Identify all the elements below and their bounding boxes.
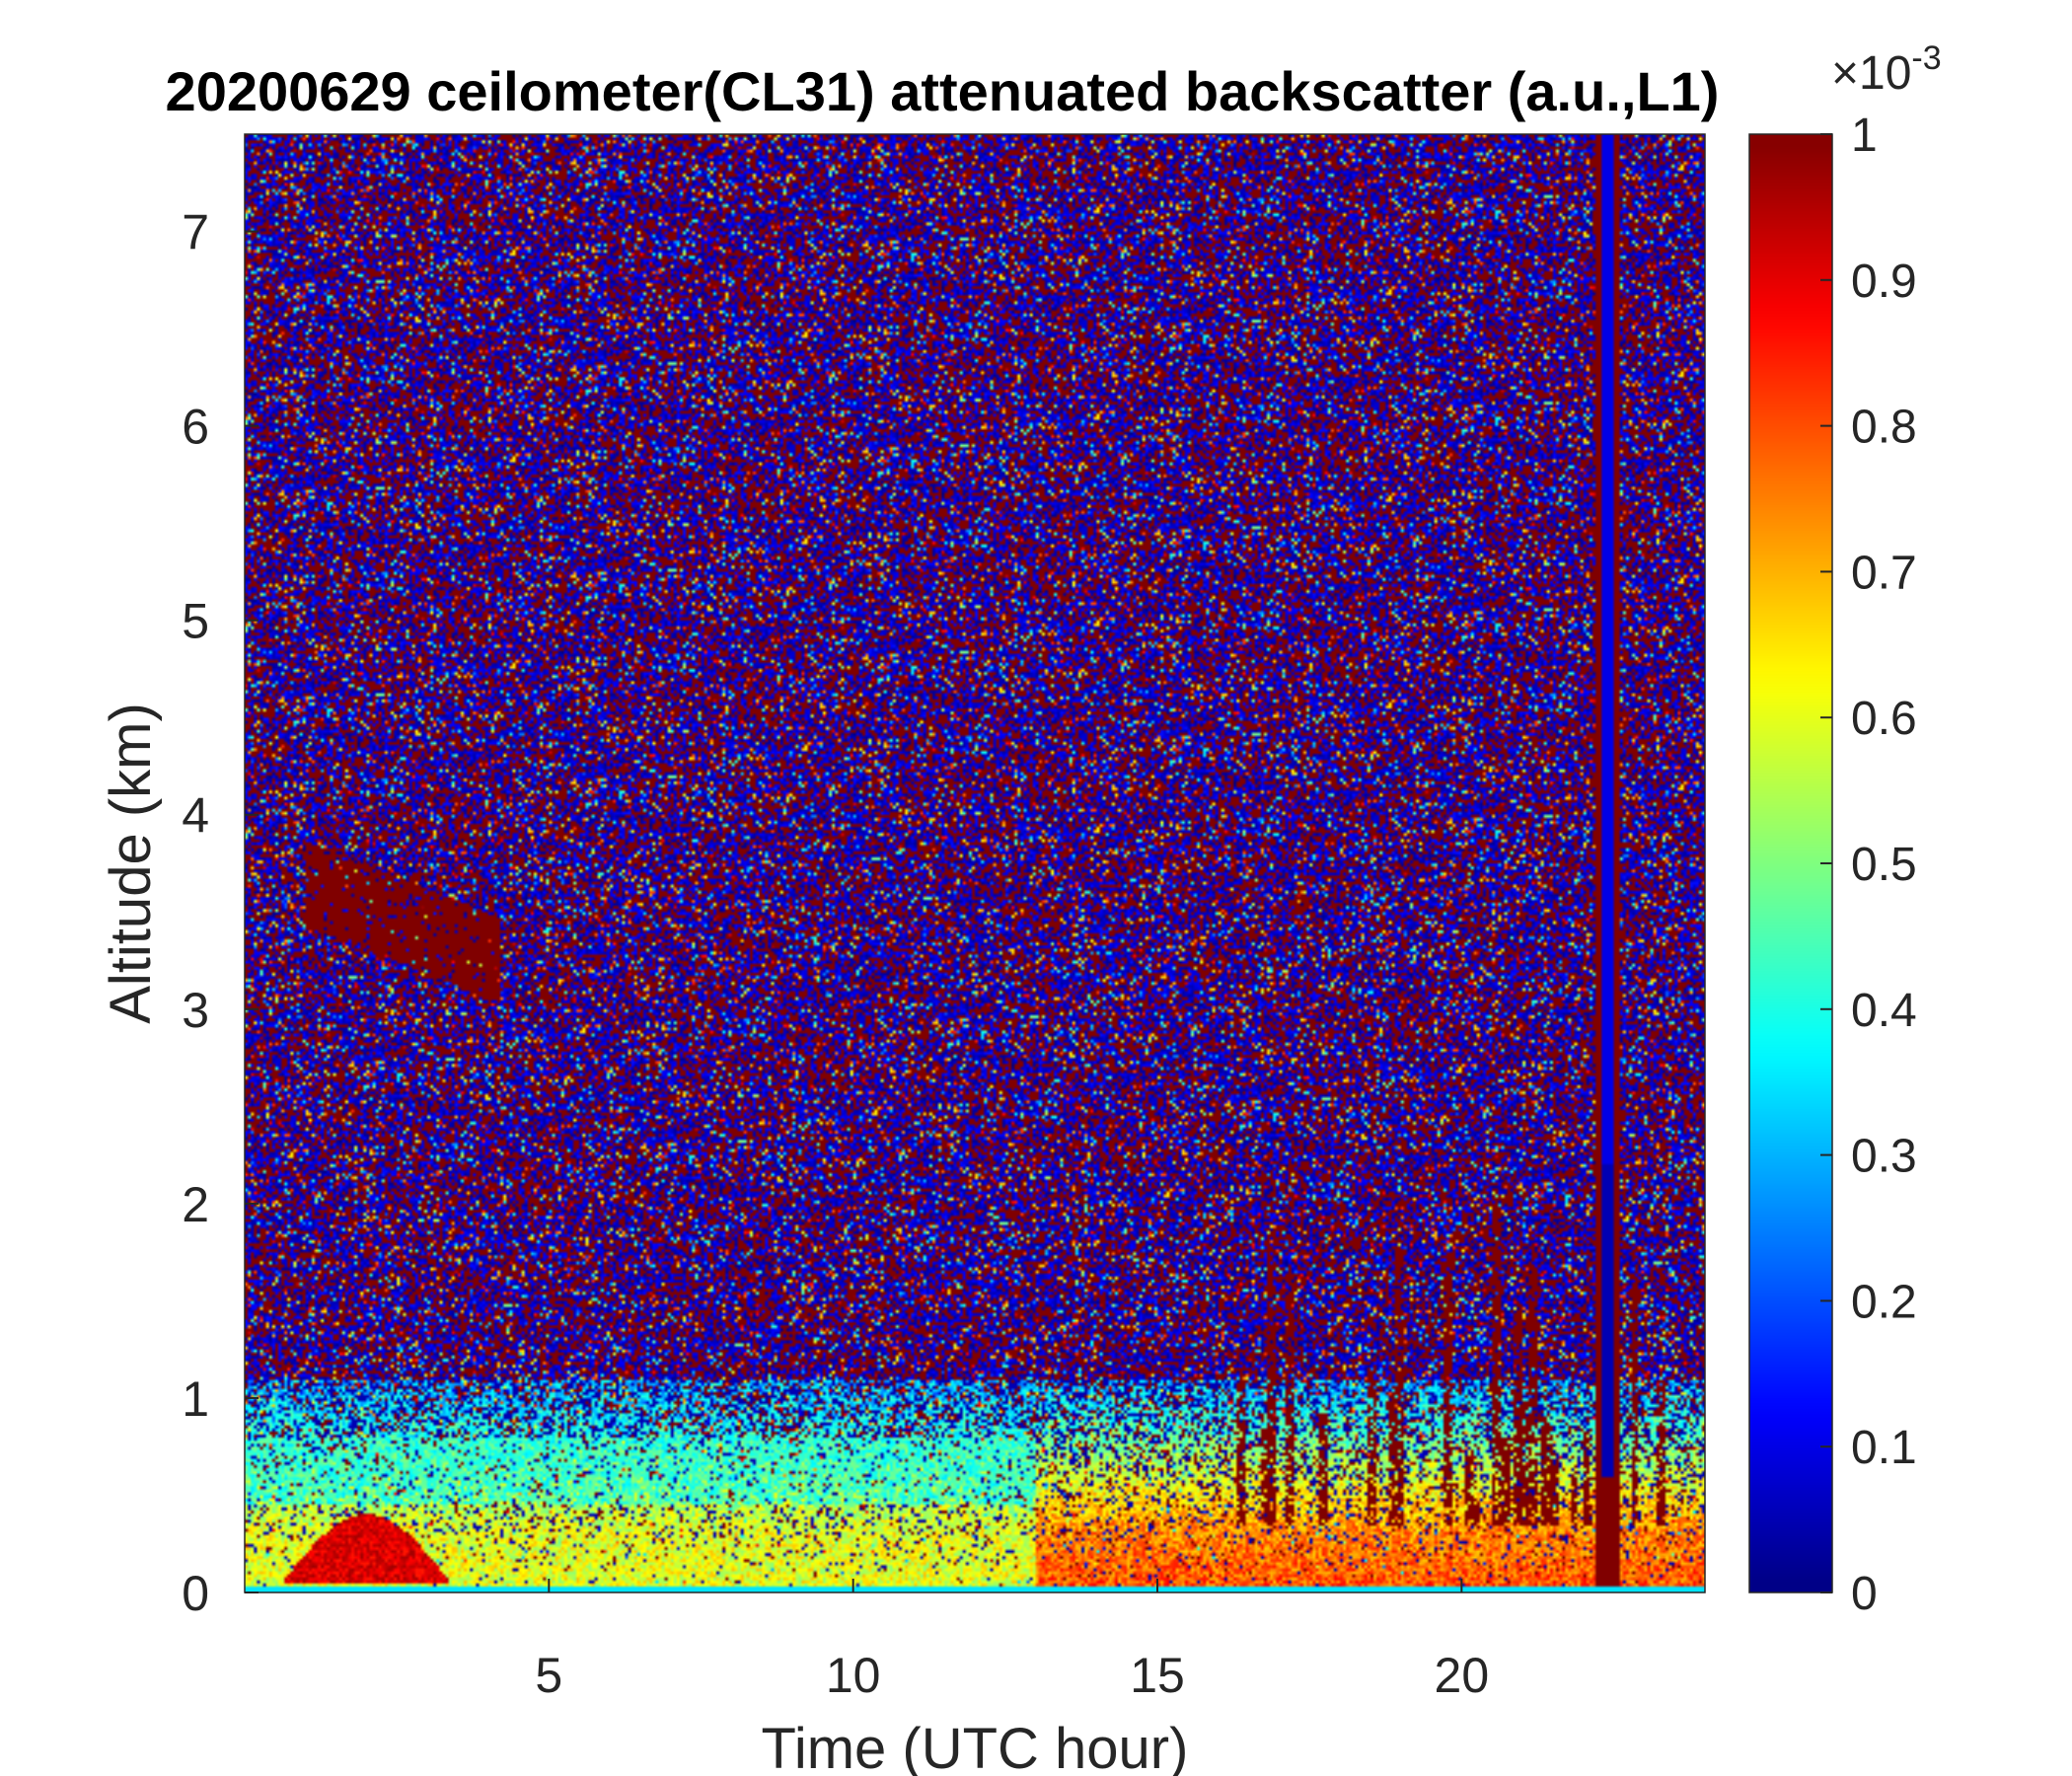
y-axis: 0 1 2 3 4 5 6 7 bbox=[182, 205, 259, 1621]
y-tick-label: 1 bbox=[182, 1371, 209, 1427]
y-tick-label: 6 bbox=[182, 400, 209, 455]
chart-title: 20200629 ceilometer(CL31) attenuated bac… bbox=[166, 60, 1720, 122]
colorbar-tick-label: 0.2 bbox=[1851, 1276, 1917, 1328]
x-tick-label: 5 bbox=[535, 1648, 562, 1703]
y-tick-label: 2 bbox=[182, 1177, 209, 1232]
y-axis-label: Altitude (km) bbox=[99, 703, 163, 1024]
colorbar-tick-label: 0.4 bbox=[1851, 985, 1917, 1037]
colorbar-tick-label: 1 bbox=[1851, 110, 1878, 162]
colorbar-multiplier: ×10-3 bbox=[1831, 39, 1942, 100]
colorbar-tick-label: 0.9 bbox=[1851, 256, 1917, 308]
colorbar-tick-label: 0.6 bbox=[1851, 693, 1917, 745]
y-tick-label: 3 bbox=[182, 983, 209, 1038]
y-tick-label: 0 bbox=[182, 1566, 209, 1621]
colorbar-tick-label: 0.1 bbox=[1851, 1422, 1917, 1474]
colorbar-tick-label: 0.5 bbox=[1851, 839, 1917, 891]
colorbar: 0 0.1 0.2 0.3 0.4 0.5 0.6 0.7 0.8 0.9 1 ×10-3 bbox=[1748, 39, 1942, 1620]
colorbar-tick-label: 0.3 bbox=[1851, 1131, 1917, 1183]
heatmap-image bbox=[245, 134, 1705, 1592]
x-axis-label: Time (UTC hour) bbox=[762, 1717, 1189, 1776]
plot-frame bbox=[244, 133, 1706, 1593]
heatmap-area bbox=[244, 133, 1706, 1593]
y-tick-label: 4 bbox=[182, 788, 209, 844]
y-tick-label: 7 bbox=[182, 205, 209, 260]
colorbar-tick-label: 0.7 bbox=[1851, 547, 1917, 599]
x-axis: 5 10 15 20 bbox=[535, 1579, 1489, 1703]
colorbar-gradient bbox=[1749, 134, 1832, 1592]
x-tick-label: 10 bbox=[826, 1648, 881, 1703]
x-tick-label: 15 bbox=[1130, 1648, 1185, 1703]
colorbar-tick-label: 0 bbox=[1851, 1568, 1878, 1620]
y-tick-label: 5 bbox=[182, 594, 209, 649]
colorbar-ticks: 0 0.1 0.2 0.3 0.4 0.5 0.6 0.7 0.8 0.9 1 bbox=[1820, 110, 1917, 1620]
x-tick-label: 20 bbox=[1435, 1648, 1490, 1703]
colorbar-tick-label: 0.8 bbox=[1851, 402, 1917, 454]
